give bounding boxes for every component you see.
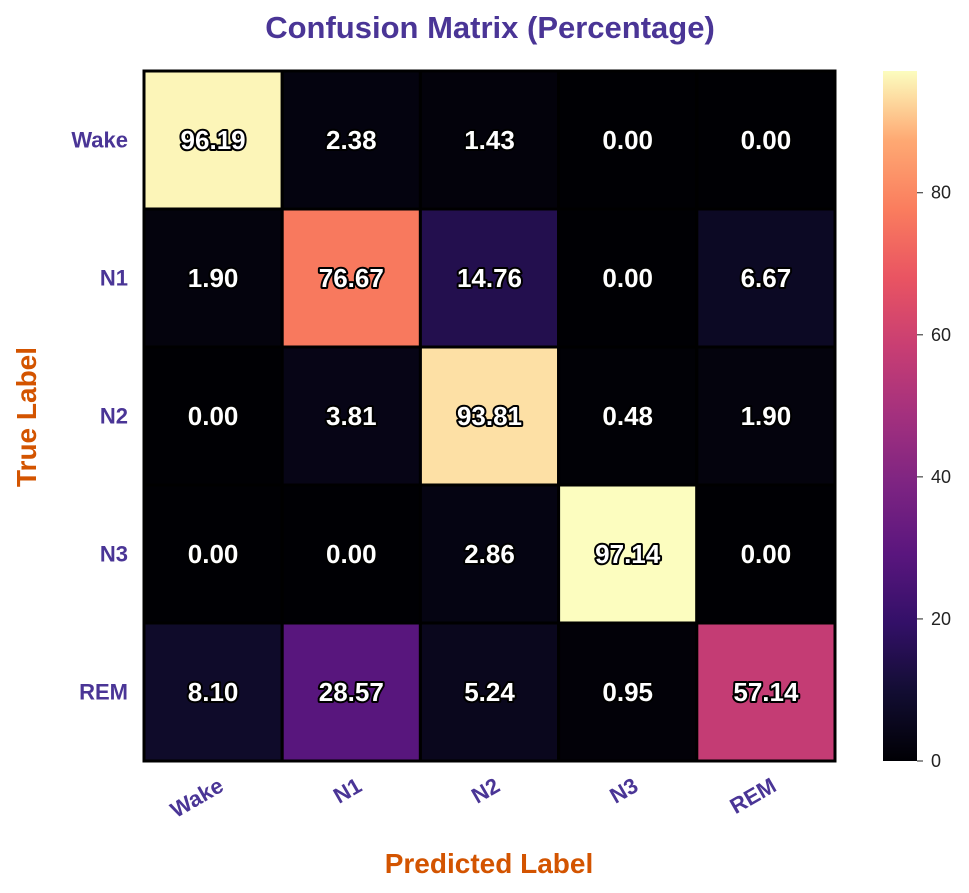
cell-value-label: 8.10 bbox=[188, 677, 239, 707]
y-tick-label: N3 bbox=[100, 542, 128, 567]
cell-value-label: 0.00 bbox=[188, 539, 239, 569]
cell-value-label: 2.86 bbox=[464, 539, 515, 569]
cell-value-label: 5.24 bbox=[464, 677, 515, 707]
cell-value-label: 93.81 bbox=[457, 401, 522, 431]
x-axis-label: Predicted Label bbox=[385, 848, 594, 879]
cell-value-label: 0.00 bbox=[602, 125, 653, 155]
heatmap-cell bbox=[280, 483, 422, 625]
heatmap-cell bbox=[142, 69, 284, 211]
heatmap-cells: 96.19 2.38 1.43 0.00 0.00 1.90 76.67 14.76 0.00 6… bbox=[142, 69, 837, 763]
x-tick-label: N2 bbox=[467, 773, 504, 809]
cell-value-label: 0.00 bbox=[741, 539, 792, 569]
cell-value-label: 2.38 bbox=[326, 125, 377, 155]
colorbar bbox=[883, 71, 917, 761]
cell-value-label: 1.43 bbox=[464, 125, 515, 155]
cell-value-label: 1.90 bbox=[741, 401, 792, 431]
heatmap-cell bbox=[280, 69, 422, 211]
heatmap-cell bbox=[695, 483, 837, 625]
cell-value-label: 0.00 bbox=[326, 539, 377, 569]
cell-value-label: 0.95 bbox=[602, 677, 653, 707]
cell-value-label: 96.19 bbox=[181, 125, 246, 155]
heatmap-cell bbox=[280, 345, 422, 487]
heatmap-cell bbox=[280, 621, 422, 763]
colorbar-ticks: 0 20 40 60 80 bbox=[917, 183, 951, 771]
colorbar-tick-label: 0 bbox=[931, 751, 941, 771]
cell-value-label: 97.14 bbox=[595, 539, 661, 569]
x-tick-label: N1 bbox=[329, 773, 366, 809]
colorbar-tick-label: 20 bbox=[931, 609, 951, 629]
heatmap-cell bbox=[418, 621, 561, 763]
x-tick-label: REM bbox=[726, 773, 781, 819]
y-axis-label: True Label bbox=[11, 347, 42, 487]
heatmap-cell bbox=[418, 207, 561, 349]
cell-value-label: 28.57 bbox=[319, 677, 384, 707]
cell-value-label: 0.48 bbox=[602, 401, 653, 431]
y-tick-label: REM bbox=[79, 680, 128, 705]
cell-value-label: 57.14 bbox=[733, 677, 799, 707]
x-tick-label: Wake bbox=[166, 773, 228, 823]
heatmap-cell bbox=[695, 207, 837, 349]
heatmap-cell bbox=[418, 483, 561, 625]
cell-value-label: 1.90 bbox=[188, 263, 239, 293]
heatmap-frame bbox=[142, 69, 837, 763]
heatmap-cell bbox=[557, 483, 699, 625]
x-tick-label: N3 bbox=[605, 773, 642, 809]
y-tick-label: Wake bbox=[71, 128, 128, 153]
cell-value-label: 0.00 bbox=[602, 263, 653, 293]
y-tick-label: N2 bbox=[100, 404, 128, 429]
chart-title: Confusion Matrix (Percentage) bbox=[265, 10, 715, 45]
cell-value-label: 0.00 bbox=[741, 125, 792, 155]
cell-value-label: 0.00 bbox=[188, 401, 239, 431]
cell-value-label: 3.81 bbox=[326, 401, 377, 431]
cell-value-label: 6.67 bbox=[741, 263, 792, 293]
y-tick-label: N1 bbox=[100, 266, 128, 291]
cell-value-label: 14.76 bbox=[457, 263, 522, 293]
heatmap-cell bbox=[142, 621, 284, 763]
colorbar-tick-label: 60 bbox=[931, 325, 951, 345]
colorbar-tick-label: 40 bbox=[931, 467, 951, 487]
colorbar-tick-label: 80 bbox=[931, 183, 951, 203]
y-tick-labels: Wake N1 N2 N3 REM bbox=[71, 128, 128, 705]
heatmap-cell bbox=[557, 345, 699, 487]
cell-value-label: 76.67 bbox=[319, 263, 384, 293]
x-tick-labels: Wake N1 N2 N3 REM bbox=[166, 773, 780, 823]
